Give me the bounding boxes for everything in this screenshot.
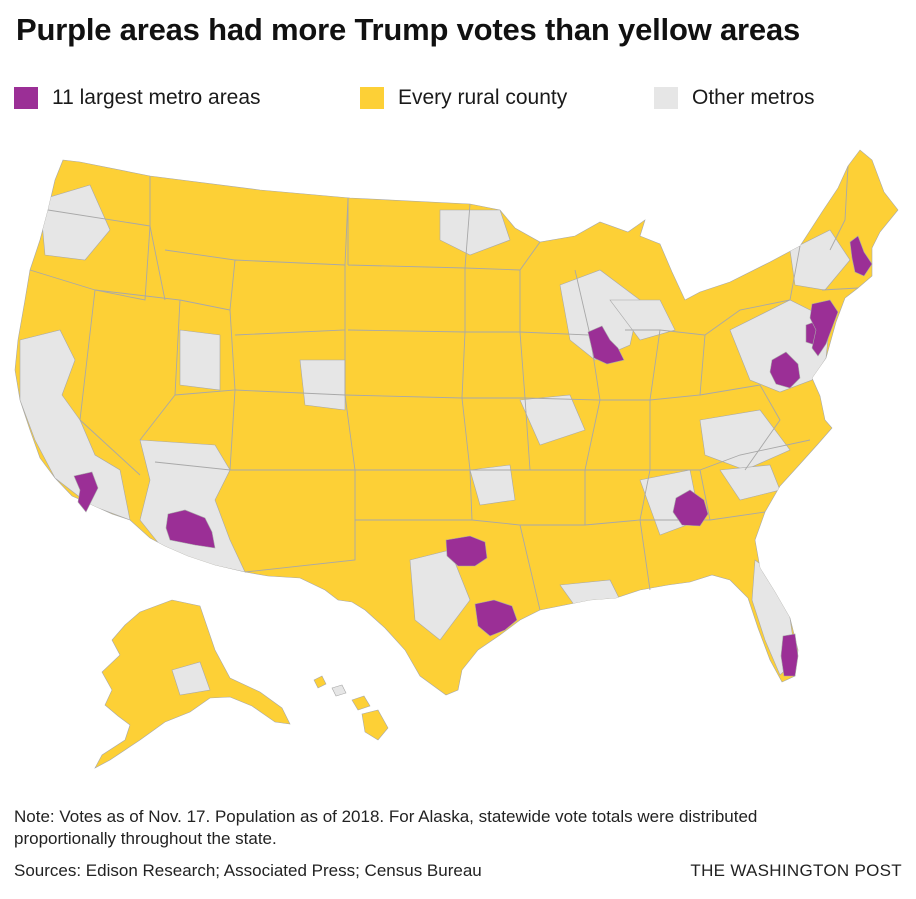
hawaii-island-maui [351,695,371,711]
legend-swatch-largest-metros [14,87,38,109]
legend-label-rural-counties: Every rural county [398,86,568,109]
other-metros-mountain-west [179,329,221,391]
hawaii-map [313,675,389,741]
sources-line: Sources: Edison Research; Associated Pre… [14,861,482,880]
metro-dallas [445,535,488,567]
legend-label-largest-metros: 11 largest metro areas [52,86,261,109]
hawaii-island-big-island [361,709,389,741]
other-metros-ozarks [469,464,516,506]
other-metros-front-range [299,359,346,411]
metro-washington-dc [769,351,801,389]
other-metros-mid-atlantic [699,409,791,471]
other-metros-ohio-valley [519,394,586,446]
us-county-map [14,149,899,769]
alaska-other-metro-patch [171,661,211,696]
metro-miami [780,633,799,677]
hawaii-island-oahu [331,684,347,697]
legend-item-rural-counties: Every rural county [360,84,567,112]
legend-item-largest-metros: 11 largest metro areas [14,84,261,112]
metro-los-angeles [73,471,99,513]
other-metros-northern-plains [439,209,511,256]
metro-phoenix [165,509,216,549]
alaska-map [94,599,291,769]
legend-swatch-rural-counties [360,87,384,109]
other-metros-pacific-northwest [39,184,111,261]
legend-swatch-other-metros [654,87,678,109]
legend-item-other-metros: Other metros [654,84,815,112]
metro-houston [474,599,518,637]
legend: 11 largest metro areas Every rural count… [14,84,904,114]
alaska-other-metros [171,661,211,696]
metro-atlanta [672,489,709,527]
metro-chicago [587,325,625,365]
largest-metro-areas [73,235,873,677]
publisher-credit: THE WASHINGTON POST [690,861,902,880]
legend-label-other-metros: Other metros [692,86,815,109]
lower-48-map [14,149,899,696]
hawaii-island-kauai [313,675,327,689]
footnote: Note: Votes as of Nov. 17. Population as… [14,807,758,848]
metro-boston [849,235,873,277]
state-boundaries [29,165,859,611]
other-metros-north-atlantic [729,299,831,393]
other-metros-central-texas [409,549,471,641]
chart-title: Purple areas had more Trump votes than y… [16,12,801,47]
other-metros-west-coast [19,329,131,521]
metro-new-york [809,299,839,357]
